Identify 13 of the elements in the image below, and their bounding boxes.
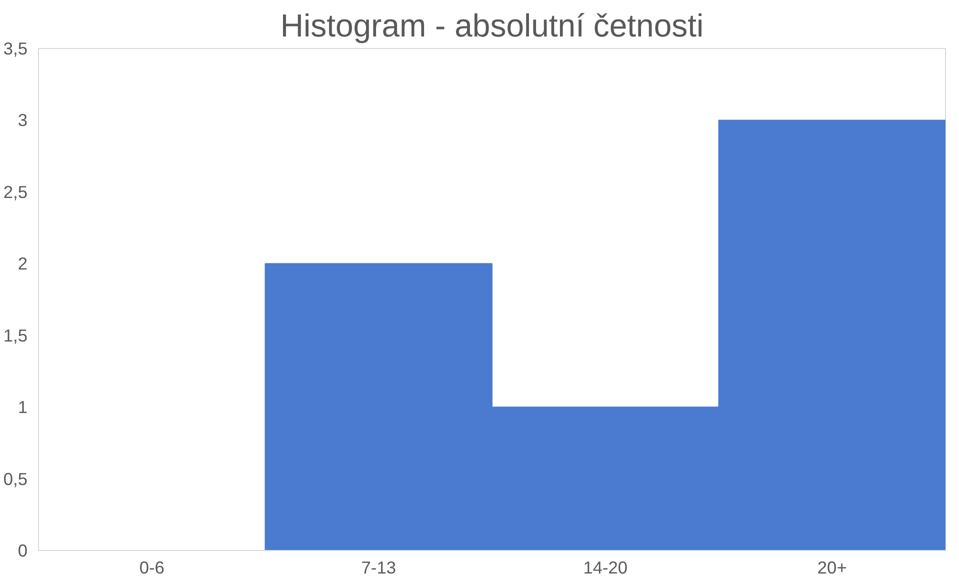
y-tick-label: 2 xyxy=(18,254,28,274)
y-tick-label: 0,5 xyxy=(3,468,28,489)
y-tick-label: 1,5 xyxy=(3,325,28,346)
y-tick-label: 2,5 xyxy=(3,182,28,202)
chart-title: Histogram - absolutní četnosti xyxy=(280,8,704,44)
x-tick-label: 0-6 xyxy=(139,558,164,578)
x-tick-label: 7-13 xyxy=(361,558,396,578)
y-tick-label: 0 xyxy=(18,540,28,560)
x-tick-label: 14-20 xyxy=(583,558,628,578)
x-tick-label: 20+ xyxy=(817,558,847,578)
y-tick-label: 3,5 xyxy=(3,38,28,58)
y-tick-label: 3 xyxy=(18,110,28,130)
y-tick-label: 1 xyxy=(18,397,28,418)
